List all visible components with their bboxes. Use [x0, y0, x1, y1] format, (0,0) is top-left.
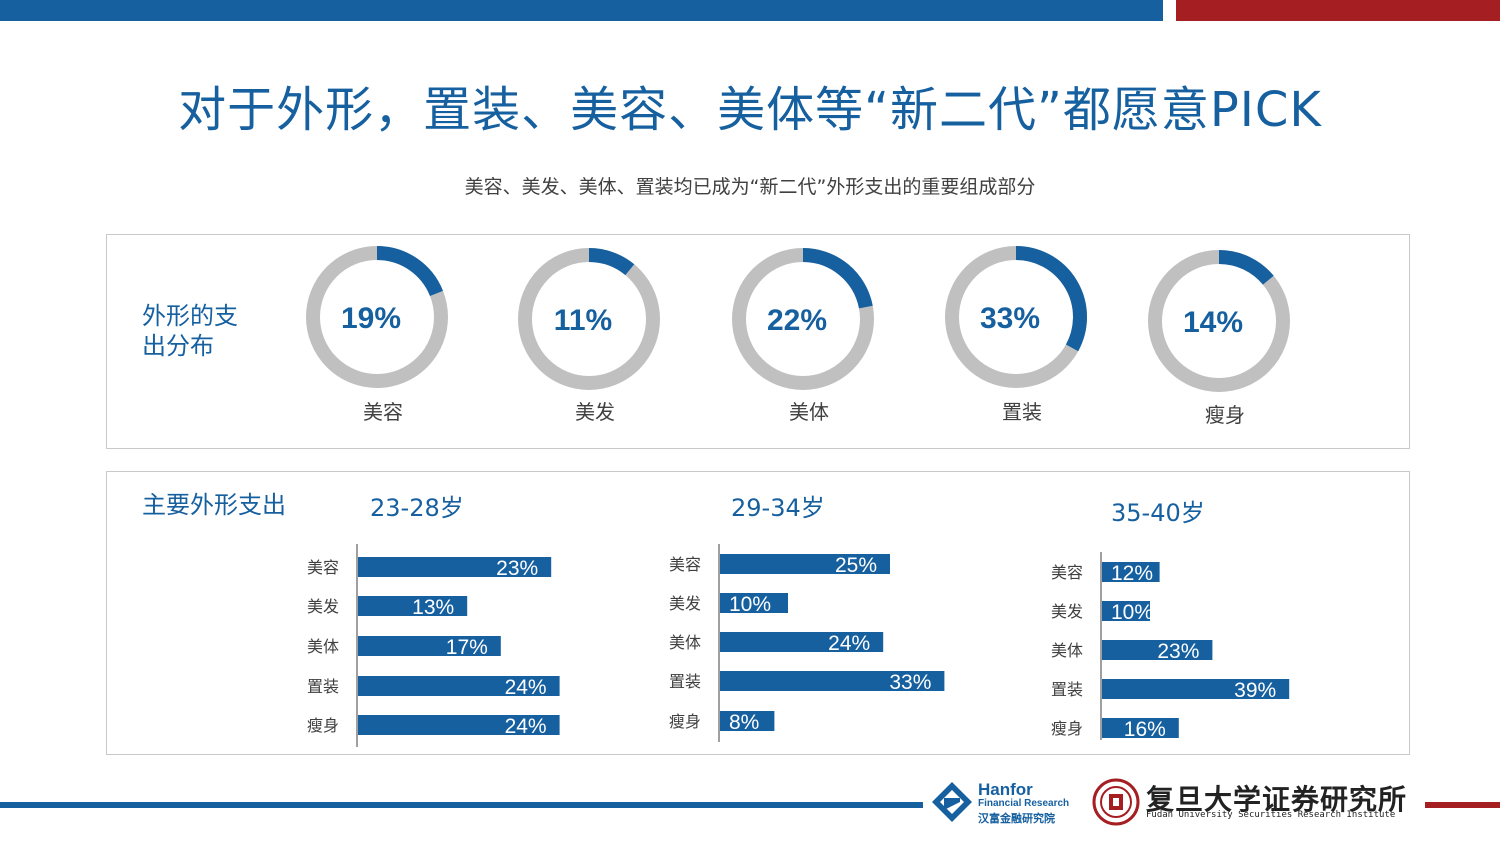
bar-group-2-category-label: 瘦身 — [1051, 719, 1083, 738]
bar-group-0-category-label: 美发 — [307, 597, 339, 616]
donut-0-category-label: 美容 — [363, 400, 403, 424]
donut-2-value-label: 22% — [767, 304, 827, 337]
bar-panel-label: 主要外形支出 — [142, 491, 286, 519]
bar-group-0-value-label: 17% — [446, 636, 488, 659]
bar-group-2-value-label: 16% — [1124, 718, 1166, 741]
bar-group-0-value-label: 24% — [505, 676, 547, 699]
bar-group-0-category-label: 美体 — [307, 637, 339, 656]
bar-group-1-value-label: 8% — [729, 711, 759, 734]
hanfor-logo-icon — [932, 782, 972, 822]
bar-group-1-bar-美容 — [720, 554, 890, 574]
donut-0-arc-美容 — [376, 246, 444, 297]
bar-group-2-value-label: 23% — [1157, 640, 1199, 663]
page-subtitle: 美容、美发、美体、置装均已成为“新二代”外形支出的重要组成部分 — [464, 176, 1036, 198]
bar-group-0-category-label: 置装 — [307, 677, 339, 696]
donut-3-category-label: 置装 — [1002, 400, 1042, 424]
age-group-23-28: 23-28岁 — [370, 494, 464, 522]
bar-group-1-category-label: 瘦身 — [669, 712, 701, 731]
donut-panel-label: 外形的支出分布 — [142, 302, 238, 360]
bar-chart-area: 美容 23% 美发 13% 美体 17% 置装 24% 瘦身 24% 美容 25% 美发 10% 美体 24%… — [307, 544, 1290, 747]
donut-1-category-label: 美发 — [575, 400, 615, 424]
bar-group-1-value-label: 10% — [729, 593, 771, 616]
bar-group-0-value-label: 13% — [412, 596, 454, 619]
donut-1-value-label: 11% — [554, 304, 612, 337]
hanfor-logo: Hanfor Financial Research 汉富金融研究院 — [930, 778, 1090, 828]
donut-panel: 外形的支出分布 19% 美容 11% 美发 22% 美体 33% 置装 14% 瘦身 — [106, 234, 1410, 449]
donut-2-category-label: 美体 — [789, 400, 829, 424]
bar-group-0-bar-置装 — [358, 676, 560, 696]
bar-group-2-bar-美发 — [1102, 601, 1150, 621]
fudan-english-name: Fudan University Securities Research Ins… — [1146, 810, 1396, 820]
age-group-29-34: 29-34岁 — [731, 494, 825, 522]
hanfor-name: Hanfor — [978, 780, 1033, 799]
top-bar-blue — [0, 0, 1163, 21]
bar-group-1-bar-置装 — [720, 671, 945, 691]
donut-3-value-label: 33% — [980, 302, 1040, 335]
bar-group-0-category-label: 美容 — [307, 558, 339, 577]
bar-group-0-value-label: 24% — [505, 715, 547, 738]
bar-group-1-category-label: 美体 — [669, 633, 701, 652]
bar-group-1-value-label: 25% — [835, 554, 877, 577]
bar-group-2-value-label: 39% — [1234, 679, 1276, 702]
bar-group-2-category-label: 美体 — [1051, 641, 1083, 660]
bar-group-1-value-label: 33% — [889, 671, 931, 694]
bar-group-2-bar-瘦身 — [1102, 718, 1179, 738]
bar-group-2-category-label: 置装 — [1051, 680, 1083, 699]
donut-3-arc-置装 — [1015, 246, 1087, 352]
bar-group-2-category-label: 美发 — [1051, 602, 1083, 621]
bar-group-1-category-label: 置装 — [669, 672, 701, 691]
hanfor-subtitle: Financial Research — [978, 798, 1070, 809]
bar-group-0-bar-美体 — [358, 636, 501, 656]
hanfor-chinese-name: 汉富金融研究院 — [978, 812, 1055, 825]
bar-group-1-value-label: 24% — [828, 632, 870, 655]
bar-panel: 主要外形支出 23-28岁 29-34岁 35-40岁 美容 23% 美发 13% 美体… — [106, 471, 1410, 755]
donut-4-category-label: 瘦身 — [1205, 403, 1245, 427]
donut-1-arc-美发 — [588, 248, 635, 276]
fudan-chinese-name: 复旦大学证券研究所 — [1146, 783, 1408, 816]
bar-group-2-bar-美容 — [1102, 562, 1160, 582]
bar-group-2-value-label: 10% — [1111, 601, 1153, 624]
donut-chart-area: 19% 美容 11% 美发 22% 美体 33% 置装 14% 瘦身 — [306, 246, 1290, 427]
bar-group-0-bar-美发 — [358, 596, 468, 616]
donut-0-value-label: 19% — [341, 302, 401, 335]
bar-group-1-bar-美体 — [720, 632, 884, 652]
fudan-seal-icon — [1092, 778, 1140, 826]
bar-group-2-category-label: 美容 — [1051, 563, 1083, 582]
bar-group-0-category-label: 瘦身 — [307, 716, 339, 735]
footer-line-blue — [0, 802, 923, 808]
donut-4-value-label: 14% — [1183, 306, 1243, 339]
bar-group-2-bar-置装 — [1102, 679, 1290, 699]
bar-group-1-bar-瘦身 — [720, 711, 775, 731]
bar-group-0-bar-美容 — [358, 557, 552, 577]
bar-group-0-bar-瘦身 — [358, 715, 560, 735]
bar-group-1-category-label: 美容 — [669, 555, 701, 574]
donut-4-arc-瘦身 — [1218, 250, 1274, 285]
footer-line-red — [1425, 802, 1500, 808]
fudan-logo: 复旦大学证券研究所 Fudan University Securities Re… — [1090, 776, 1410, 830]
bar-group-0-value-label: 23% — [496, 557, 538, 580]
bar-group-2-bar-美体 — [1102, 640, 1213, 660]
bar-group-2-value-label: 12% — [1111, 562, 1153, 585]
bar-group-1-bar-美发 — [720, 593, 788, 613]
age-group-35-40: 35-40岁 — [1111, 499, 1205, 527]
donut-2-arc-美体 — [802, 248, 873, 309]
top-bar-red — [1176, 0, 1500, 21]
page-title: 对于外形，置装、美容、美体等“新二代”都愿意PICK — [178, 82, 1322, 138]
bar-group-1-category-label: 美发 — [669, 594, 701, 613]
